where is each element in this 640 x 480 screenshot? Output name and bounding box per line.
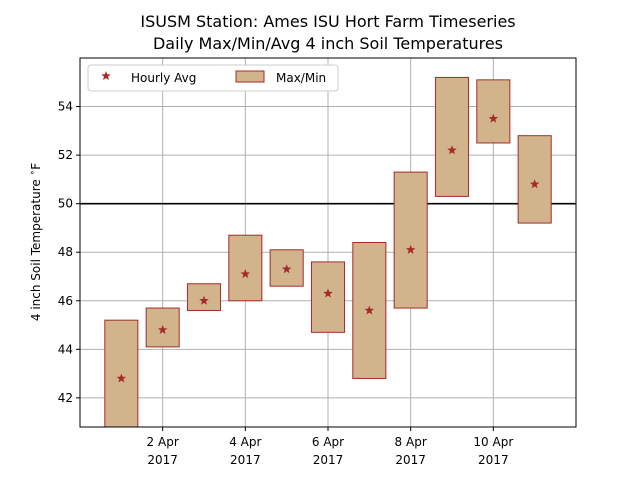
y-tick-label: 44 [58,342,73,356]
legend-swatch-max-min [235,70,265,83]
max-min-bar [310,261,346,333]
legend-star-icon [101,71,111,81]
legend-label-max-min: Max/Min [276,71,326,85]
x-tick-label-year: 2017 [147,453,178,467]
legend-label-hourly-avg: Hourly Avg [131,71,196,85]
x-tick-label: 6 Apr [312,435,344,449]
x-tick-label: 10 Apr [473,435,513,449]
max-min-bar [517,135,552,224]
y-tick-label: 46 [58,294,73,308]
max-min-bar [393,171,428,309]
y-tick-label: 50 [58,197,73,211]
hourly-avg-marker [157,324,168,334]
y-axis-label-degree: ∘ [28,170,38,176]
x-tick-label: 8 Apr [395,435,427,449]
max-min-bar [476,79,511,144]
chart-title-line-1: ISUSM Station: Ames ISU Hort Farm Timese… [140,12,515,31]
y-tick-label: 54 [58,100,73,114]
x-tick-label: 4 Apr [229,435,261,449]
bars [104,76,552,428]
x-axis: 2 Apr 2017 4 Apr 2017 6 Apr 2017 8 Apr 2017 10 A… [147,427,513,467]
y-axis-label-unit: F [29,163,43,170]
hourly-avg-marker [364,305,375,315]
y-tick-label: 48 [58,245,73,259]
chart-title-line-2: Daily Max/Min/Avg 4 inch Soil Temperatur… [153,34,503,53]
legend: Hourly Avg Max/Min [87,64,339,92]
legend-box [87,64,339,92]
max-min-bar [434,76,470,197]
y-axis-label: 4 inch Soil Temperature ∘F [28,163,43,321]
hourly-avg-marker [199,295,209,305]
y-axis-label-text: 4 inch Soil Temperature [29,175,43,321]
hourly-avg-marker [323,288,333,298]
hourly-avg-marker [240,269,251,279]
y-axis: 42 44 46 48 50 52 54 [58,100,80,405]
y-tick-label: 42 [58,391,73,405]
hourly-avg-marker [116,373,127,383]
y-tick-label: 52 [58,148,73,162]
max-min-bar [228,234,263,302]
hourly-avg-marker [447,145,457,155]
x-tick-label-year: 2017 [230,453,261,467]
avg-markers [116,113,540,383]
x-tick-label-year: 2017 [313,453,344,467]
hourly-avg-marker [488,113,499,123]
hourly-avg-marker [281,264,292,274]
max-min-bar [269,249,304,287]
hourly-avg-marker [405,244,416,254]
x-tick-label: 2 Apr [147,435,179,449]
x-tick-label-year: 2017 [395,453,426,467]
x-tick-label-year: 2017 [478,453,509,467]
hourly-avg-marker [529,179,540,189]
